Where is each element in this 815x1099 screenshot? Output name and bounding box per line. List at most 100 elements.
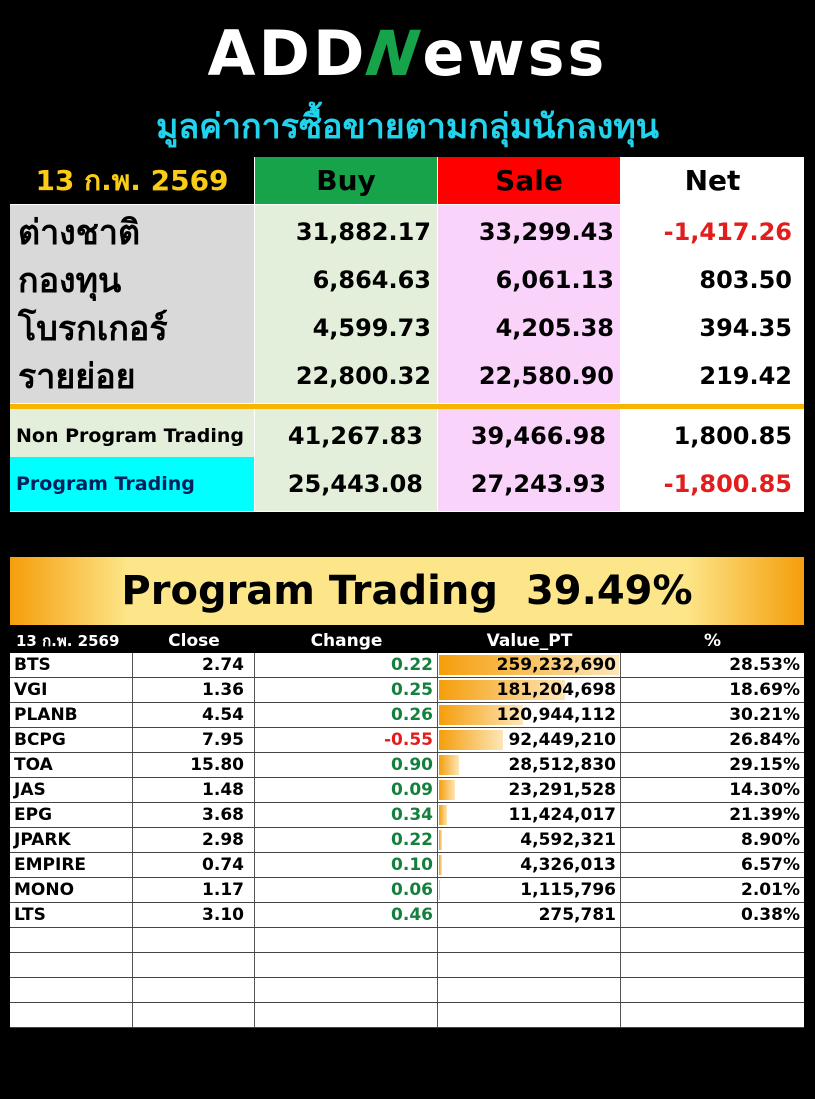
stock-value-text: 28,512,830 — [508, 755, 616, 775]
group-net: 803.50 — [621, 253, 804, 308]
empty-cell — [10, 953, 133, 977]
investor-groups: ต่างชาติ 31,882.17 33,299.43 -1,417.26 กองทุ… — [10, 205, 804, 404]
stock-symbol: EMPIRE — [10, 853, 133, 877]
stock-close: 1.48 — [133, 778, 255, 802]
value-bar — [439, 830, 443, 850]
summary-date: 13 ก.พ. 2569 — [10, 157, 255, 205]
stock-change: 0.22 — [255, 653, 438, 677]
stock-pct: 0.38% — [741, 905, 800, 925]
stock-row: TOA 15.80 0.90 28,512,830 29.15% — [10, 753, 804, 778]
stock-pct: 21.39% — [729, 805, 800, 825]
stock-value: 11,424,017 — [438, 803, 621, 827]
stock-date-header: 13 ก.พ. 2569 — [16, 632, 120, 650]
stock-value: 275,781 — [438, 903, 621, 927]
group-sale: 4,205.38 — [438, 301, 621, 356]
stock-value-text: 23,291,528 — [508, 780, 616, 800]
stock-value: 28,512,830 — [438, 753, 621, 777]
stock-symbol: PLANB — [10, 703, 133, 727]
empty-cell — [133, 1003, 255, 1027]
stock-symbol: JPARK — [10, 828, 133, 852]
logo-part-add: ADD — [207, 17, 368, 90]
stock-change: 0.22 — [255, 828, 438, 852]
group-row: ต่างชาติ 31,882.17 33,299.43 -1,417.26 — [10, 205, 804, 260]
stock-change: 0.34 — [255, 803, 438, 827]
stock-value-text: 259,232,690 — [496, 655, 616, 675]
group-name: กองทุน — [10, 253, 255, 308]
stock-pct: 28.53% — [729, 655, 800, 675]
group-buy: 6,864.63 — [255, 253, 438, 308]
stock-value: 92,449,210 — [438, 728, 621, 752]
stock-change: 0.90 — [255, 753, 438, 777]
group-row: รายย่อย 22,800.32 22,580.90 219.42 — [10, 349, 804, 404]
empty-cell — [133, 978, 255, 1002]
trading-buy: 41,267.83 — [255, 409, 438, 464]
stock-symbol: BCPG — [10, 728, 133, 752]
net-header: Net — [621, 157, 804, 205]
group-sale: 33,299.43 — [438, 205, 621, 260]
value-header: Value_PT — [486, 631, 573, 651]
group-net: 219.42 — [621, 349, 804, 404]
stock-close: 0.74 — [133, 853, 255, 877]
stock-row: JAS 1.48 0.09 23,291,528 14.30% — [10, 778, 804, 803]
stock-row: LTS 3.10 0.46 275,781 0.38% — [10, 903, 804, 928]
trading-types: Non Program Trading 41,267.83 39,466.98 1,8… — [10, 409, 804, 512]
stock-symbol: TOA — [10, 753, 133, 777]
change-header: Change — [310, 631, 383, 651]
group-net: -1,417.26 — [621, 205, 804, 260]
stock-row: MONO 1.17 0.06 1,115,796 2.01% — [10, 878, 804, 903]
stock-value: 259,232,690 — [438, 653, 621, 677]
stock-pct: 2.01% — [741, 880, 800, 900]
group-name: รายย่อย — [10, 349, 255, 404]
stock-pct: 6.57% — [741, 855, 800, 875]
empty-cell — [10, 928, 133, 952]
stock-close: 3.68 — [133, 803, 255, 827]
stock-table-body: BTS 2.74 0.22 259,232,690 28.53% VGI 1.36 0.25 1… — [10, 653, 804, 1028]
empty-cell — [255, 928, 438, 952]
stock-table: 13 ก.พ. 2569 Close Change Value_PT % BTS… — [10, 629, 804, 1028]
logo-text: ADDNewss — [208, 17, 608, 90]
stock-row: PLANB 4.54 0.26 120,944,112 30.21% — [10, 703, 804, 728]
group-buy: 31,882.17 — [255, 205, 438, 260]
trading-sale: 27,243.93 — [438, 457, 621, 512]
trading-net: -1,800.85 — [621, 457, 804, 512]
empty-cell — [133, 953, 255, 977]
stock-change: -0.55 — [255, 728, 438, 752]
empty-cell — [438, 1003, 621, 1027]
value-bar — [439, 855, 442, 875]
trading-row: Non Program Trading 41,267.83 39,466.98 1,8… — [10, 409, 804, 464]
stock-value: 120,944,112 — [438, 703, 621, 727]
stock-symbol: BTS — [10, 653, 133, 677]
program-trading-banner: Program Trading 39.49% — [10, 557, 804, 625]
value-bar — [439, 680, 565, 700]
stock-symbol: VGI — [10, 678, 133, 702]
empty-cell — [621, 953, 804, 977]
trading-row: Program Trading 25,443.08 27,243.93 -1,800.… — [10, 457, 804, 512]
stock-pct: 29.15% — [729, 755, 800, 775]
stock-change: 0.46 — [255, 903, 438, 927]
value-bar — [439, 705, 523, 725]
stock-value: 4,326,013 — [438, 853, 621, 877]
stock-value-text: 275,781 — [538, 905, 616, 925]
banner-label: Program Trading — [121, 568, 498, 614]
value-bar — [439, 755, 459, 775]
pct-header: % — [703, 631, 722, 651]
summary-header-row: 13 ก.พ. 2569 Buy Sale Net — [10, 157, 804, 205]
value-bar — [439, 730, 504, 750]
empty-cell — [133, 928, 255, 952]
stock-pct: 18.69% — [729, 680, 800, 700]
stock-value-text: 4,592,321 — [520, 830, 616, 850]
group-buy: 4,599.73 — [255, 301, 438, 356]
stock-value-text: 120,944,112 — [496, 705, 616, 725]
stock-change: 0.26 — [255, 703, 438, 727]
group-sale: 22,580.90 — [438, 349, 621, 404]
stock-change: 0.10 — [255, 853, 438, 877]
stock-symbol: JAS — [10, 778, 133, 802]
stock-close: 2.98 — [133, 828, 255, 852]
empty-row — [10, 928, 804, 953]
empty-cell — [621, 1003, 804, 1027]
empty-cell — [621, 928, 804, 952]
group-sale: 6,061.13 — [438, 253, 621, 308]
group-net: 394.35 — [621, 301, 804, 356]
stock-symbol: LTS — [10, 903, 133, 927]
trading-name: Non Program Trading — [10, 409, 255, 464]
